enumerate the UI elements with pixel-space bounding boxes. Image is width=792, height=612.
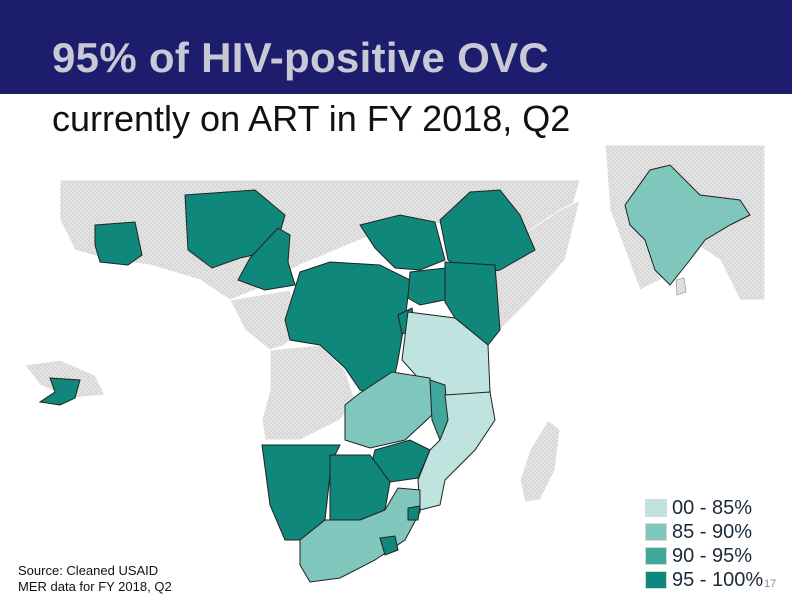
country-lesotho (379, 535, 399, 556)
country-cote-divoire (94, 221, 143, 266)
page-title: 95% of HIV-positive OVC (52, 34, 550, 81)
no-data-region-angola (261, 344, 356, 441)
legend-item: 90 - 95% (645, 544, 791, 568)
legend-item: 95 - 100% (645, 568, 791, 592)
page-subtitle: currently on ART in FY 2018, Q2 (52, 98, 571, 139)
legend-swatch (645, 547, 667, 565)
legend-label: 85 - 90% (672, 521, 753, 543)
legend-item: 00 - 85% (645, 496, 791, 520)
map-legend: 00 - 85% 85 - 90% 90 - 95% 95 - 100% (645, 496, 791, 592)
legend-label: 00 - 85% (672, 497, 753, 519)
source-line-1: Source: Cleaned USAID (18, 563, 159, 578)
country-sri-lanka (675, 277, 687, 296)
country-mozambique (417, 391, 496, 511)
legend-item: 85 - 90% (645, 520, 791, 544)
country-south-sudan (359, 214, 446, 271)
country-india (624, 164, 751, 286)
legend-swatch (645, 523, 667, 541)
legend-label: 90 - 95% (672, 545, 753, 567)
source-note: Source: Cleaned USAID MER data for FY 20… (18, 563, 218, 595)
country-uganda (407, 267, 446, 306)
legend-swatch (645, 499, 667, 517)
no-data-region-madagascar (519, 419, 561, 503)
source-line-2: MER data for FY 2018, Q2 (18, 579, 172, 594)
page-number: 17 (764, 578, 777, 590)
country-eswatini (407, 505, 421, 521)
legend-label: 95 - 100% (672, 569, 764, 591)
legend-swatch (645, 571, 667, 589)
country-south-africa (299, 487, 421, 583)
country-cameroon (237, 227, 296, 291)
country-haiti (38, 377, 81, 406)
title-band (0, 0, 792, 94)
